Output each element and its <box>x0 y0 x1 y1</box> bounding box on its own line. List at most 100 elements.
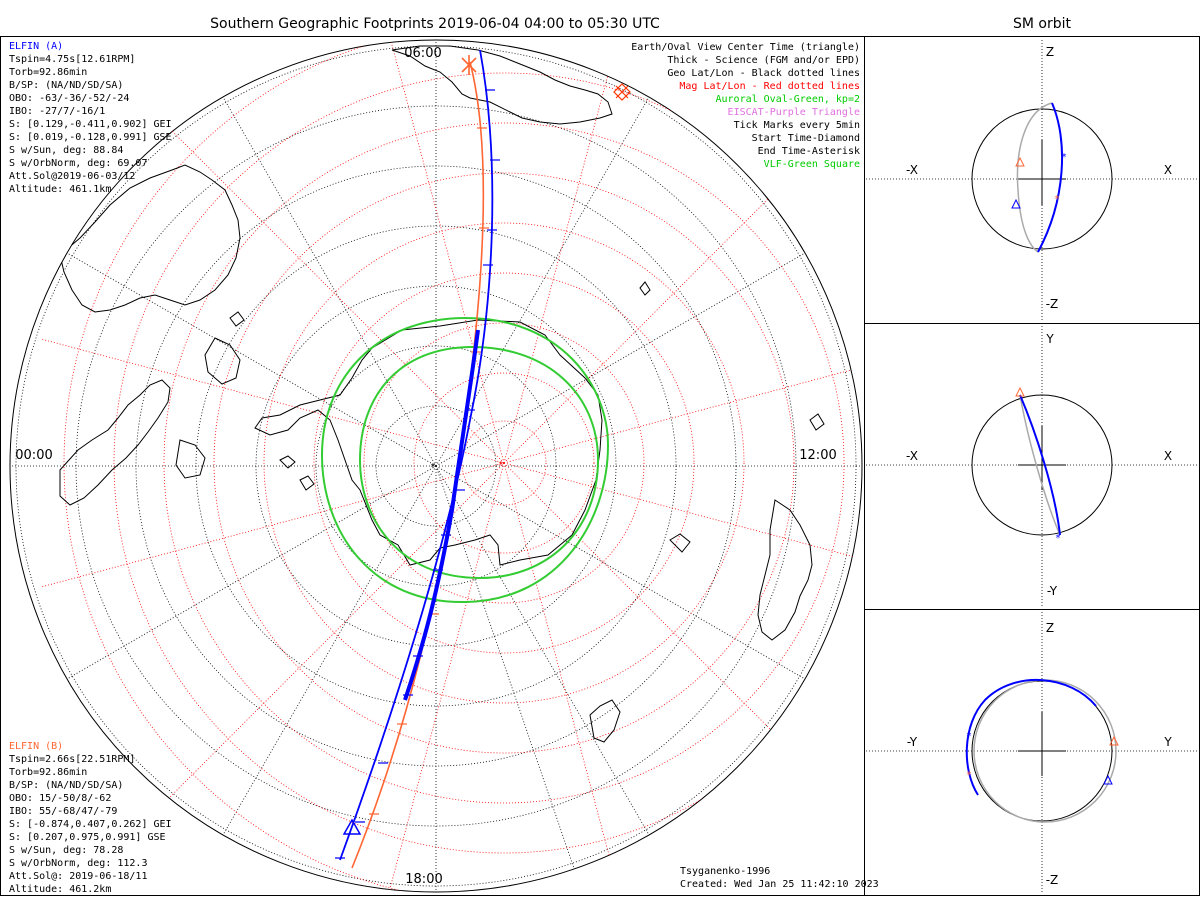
elfin-a-triangle <box>1103 774 1113 785</box>
clock-label-top: 06:00 <box>404 46 441 61</box>
elfin-b-name: ELFIN (B) <box>9 741 63 752</box>
clock-label-left: 00:00 <box>15 448 52 463</box>
earth-circle <box>971 108 1113 250</box>
orbit-elfin-a <box>965 679 1097 796</box>
auroral-oval-inner <box>358 345 600 580</box>
polar-map: * * 06:00 00:00 12:00 18:00 <box>9 39 863 893</box>
elfin-b-tick-marks <box>369 127 489 815</box>
axis-label-bottom: -Z <box>1046 297 1059 311</box>
created-timestamp: Created: Wed Jan 25 11:42:10 2023 <box>680 879 879 890</box>
axis-label-bottom: -Y <box>1047 584 1058 598</box>
orbit-elfin-a <box>1037 102 1064 253</box>
elfin-a-line: S: [0.129,-0.411,0.902] GEI <box>9 119 172 130</box>
auroral-oval <box>320 316 610 604</box>
elfin-b-line: IBO: 55/-68/47/-79 <box>9 806 117 817</box>
mag-lat-circle <box>461 420 547 506</box>
elfin-a-asterisk: * <box>966 731 972 742</box>
clock-label-bottom: 18:00 <box>405 872 442 887</box>
geo-lon-line <box>215 84 437 467</box>
orbit-gray <box>1019 394 1061 536</box>
elfin-b-asterisk: * <box>1054 194 1060 205</box>
elfin-a-line: Tspin=4.75s[12.61RPM] <box>9 54 135 65</box>
elfin-a-track <box>339 49 494 861</box>
elfin-a-line: S w/OrbNorm, deg: 69.07 <box>9 158 147 169</box>
mag-lon-line <box>164 123 505 464</box>
axis-label-right: X <box>1164 163 1172 177</box>
geo-lon-line <box>435 465 818 687</box>
geo-lon-line <box>54 245 437 467</box>
map-legend: Earth/Oval View Center Time (triangle) T… <box>631 42 860 170</box>
sm-panel-yz: * * -Y Y Z -Z <box>866 612 1198 892</box>
clock-label-right: 12:00 <box>799 448 836 463</box>
sm-panel-2-frame <box>864 323 1200 610</box>
mag-lat-circle <box>363 322 645 604</box>
elfin-b-triangle <box>1109 735 1119 746</box>
legend-item: Auroral Oval-Green, kp=2 <box>716 94 861 105</box>
mag-lat-circle <box>313 272 695 654</box>
legend-item: Start Time-Diamond <box>752 133 860 144</box>
elfin-a-name: ELFIN (A) <box>9 41 63 52</box>
elfin-a-info: ELFIN (A) Tspin=4.75s[12.61RPM] Torb=92.… <box>9 41 172 195</box>
model-credit: Tsyganenko-1996 <box>680 866 770 877</box>
mag-lon-line <box>164 462 505 803</box>
sm-panel-3-frame <box>864 609 1200 896</box>
elfin-b-info: ELFIN (B) Tspin=2.66s[22.51RPM] Torb=92.… <box>9 741 172 895</box>
elfin-b-track <box>351 55 485 869</box>
elfin-b-line: S: [-0.874,0.407,0.262] GEI <box>9 819 172 830</box>
mag-lon-line <box>503 123 844 464</box>
geo-latlon-grid <box>10 40 862 892</box>
legend-item: Mag Lat/Lon - Red dotted lines <box>679 81 860 92</box>
elfin-a-line: Att.Sol@2019-06-03/12 <box>9 171 135 182</box>
elfin-a-triangle <box>1011 198 1021 209</box>
geo-lon-line <box>435 84 657 467</box>
axis-label-left: -Y <box>907 735 918 749</box>
mag-lat-circle <box>213 172 795 754</box>
axis-label-right: X <box>1164 449 1172 463</box>
elfin-b-line: Tspin=2.66s[22.51RPM] <box>9 754 135 765</box>
mag-lon-line <box>503 462 862 588</box>
map-title: Southern Geographic Footprints 2019-06-0… <box>210 16 660 32</box>
elfin-a-line: B/SP: (NA/ND/SD/SA) <box>9 80 123 91</box>
elfin-a-line: S w/Sun, deg: 88.84 <box>9 145 123 156</box>
elfin-a-line: OBO: -63/-36/-52/-24 <box>9 93 129 104</box>
legend-item: Thick - Science (FGM and/or EPD) <box>667 55 860 66</box>
mag-lat-circle <box>263 222 745 704</box>
legend-item: Earth/Oval View Center Time (triangle) <box>631 42 860 53</box>
pole-marker: * <box>430 462 436 473</box>
elfin-b-line: Att.Sol@: 2019-06-18/11 <box>9 871 147 882</box>
axis-label-bottom: -Z <box>1046 873 1059 887</box>
mag-lon-line <box>503 338 862 464</box>
geo-lon-line <box>215 465 437 848</box>
axis-label-right: Y <box>1163 735 1172 749</box>
geo-lon-line <box>435 465 657 848</box>
mag-lon-line <box>503 40 629 464</box>
sm-panel-1-frame <box>864 36 1200 324</box>
geo-lon-line <box>54 465 437 687</box>
elfin-a-line: IBO: -27/7/-16/1 <box>9 106 105 117</box>
auroral-oval-outer <box>320 316 610 604</box>
mag-lon-line <box>40 462 505 588</box>
legend-item: VLF-Green Square <box>764 159 860 170</box>
elfin-a-tick-marks <box>335 89 500 859</box>
elfin-a-asterisk: * <box>1061 152 1067 163</box>
axis-label-left: -X <box>906 449 918 463</box>
axis-label-left: -X <box>906 163 918 177</box>
mag-latlon-grid <box>40 40 862 892</box>
elfin-b-start-asterisk <box>461 55 477 75</box>
mag-lon-line <box>503 462 629 892</box>
elfin-b-line: S: [0.207,0.975,0.991] GSE <box>9 832 166 843</box>
mag-lat-circle <box>413 372 595 554</box>
elfin-b-asterisk: * <box>966 770 972 781</box>
orbit-elfin-a <box>1019 394 1061 536</box>
coastlines <box>59 45 825 743</box>
mag-lon-line <box>379 40 505 464</box>
mag-lon-line <box>379 462 505 892</box>
axis-label-top: Z <box>1046 45 1054 59</box>
sm-panel-xz: * * -X X Z -Z <box>866 40 1198 320</box>
mag-pole-marker: * <box>498 460 504 471</box>
earth-circle <box>971 394 1113 536</box>
axis-label-top: Z <box>1046 621 1054 635</box>
sm-orbit-title: SM orbit <box>1013 16 1072 32</box>
elfin-b-line: Altitude: 461.2km <box>9 884 111 895</box>
